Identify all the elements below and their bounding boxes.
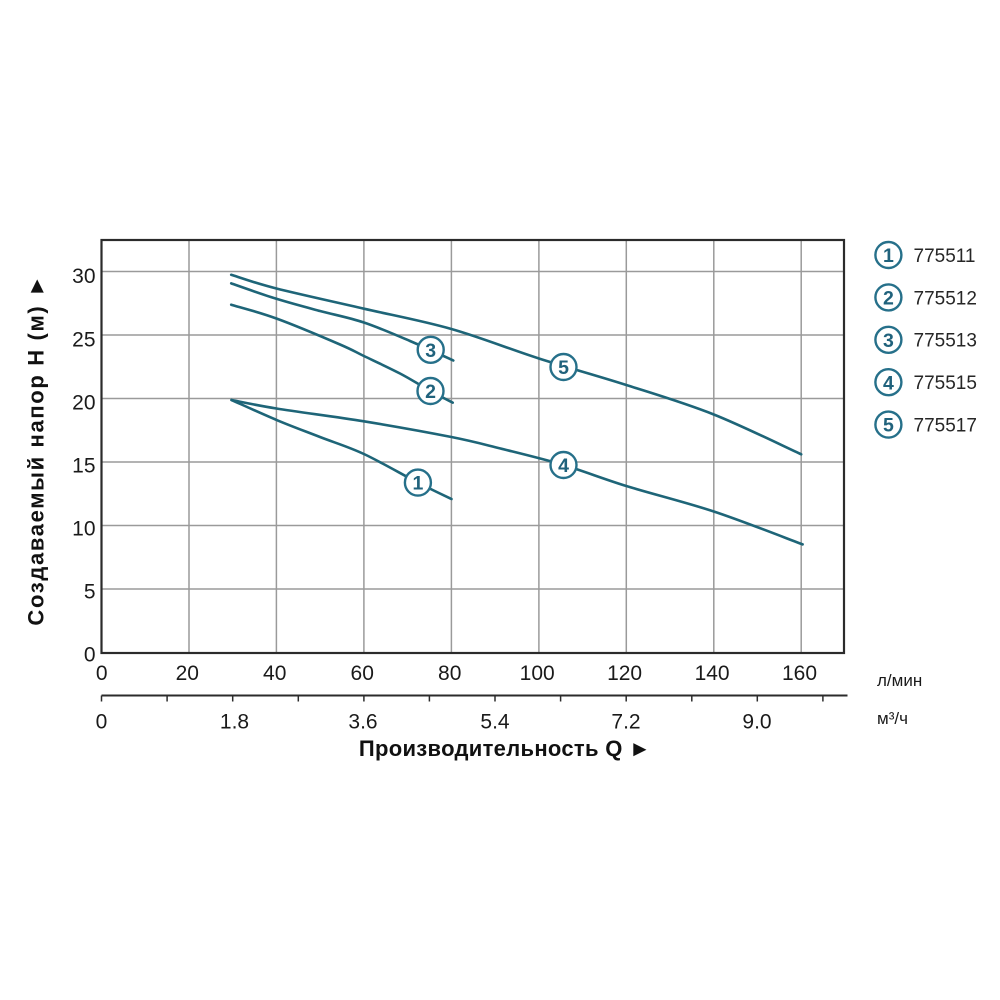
svg-text:4: 4 [883, 372, 894, 394]
svg-text:775512: 775512 [914, 288, 977, 309]
svg-text:120: 120 [607, 662, 642, 685]
svg-text:40: 40 [263, 662, 286, 685]
svg-text:Производительность Q ►: Производительность Q ► [359, 736, 651, 761]
svg-text:775513: 775513 [914, 331, 977, 352]
svg-text:5.4: 5.4 [480, 711, 510, 734]
svg-text:1.8: 1.8 [220, 711, 249, 734]
svg-text:25: 25 [72, 328, 95, 351]
svg-text:30: 30 [72, 265, 95, 288]
svg-text:100: 100 [520, 662, 555, 685]
svg-text:20: 20 [176, 662, 199, 685]
svg-text:7.2: 7.2 [611, 711, 640, 734]
svg-text:Создаваемый напор Н (м) ►: Создаваемый напор Н (м) ► [24, 273, 49, 625]
svg-text:3.6: 3.6 [348, 711, 377, 734]
svg-text:л/мин: л/мин [877, 671, 922, 690]
svg-text:775515: 775515 [914, 373, 977, 394]
svg-text:60: 60 [351, 662, 374, 685]
svg-text:4: 4 [558, 455, 569, 477]
svg-text:775517: 775517 [914, 416, 977, 437]
svg-text:5: 5 [883, 415, 894, 437]
svg-text:20: 20 [72, 391, 95, 414]
svg-text:80: 80 [438, 662, 461, 685]
svg-text:9.0: 9.0 [742, 711, 771, 734]
svg-text:5: 5 [84, 581, 96, 604]
svg-text:3: 3 [425, 340, 436, 362]
svg-text:160: 160 [782, 662, 817, 685]
svg-text:0: 0 [96, 662, 108, 685]
svg-text:1: 1 [412, 473, 423, 495]
svg-text:1: 1 [883, 245, 894, 267]
svg-text:15: 15 [72, 454, 95, 477]
svg-text:2: 2 [425, 381, 436, 403]
svg-text:5: 5 [558, 357, 569, 379]
svg-text:10: 10 [72, 518, 95, 541]
svg-text:140: 140 [695, 662, 730, 685]
svg-text:2: 2 [883, 288, 894, 310]
svg-text:3: 3 [883, 330, 894, 352]
svg-text:м³/ч: м³/ч [877, 709, 908, 728]
svg-text:0: 0 [96, 711, 108, 734]
svg-text:775511: 775511 [914, 246, 976, 267]
svg-text:0: 0 [84, 644, 96, 667]
